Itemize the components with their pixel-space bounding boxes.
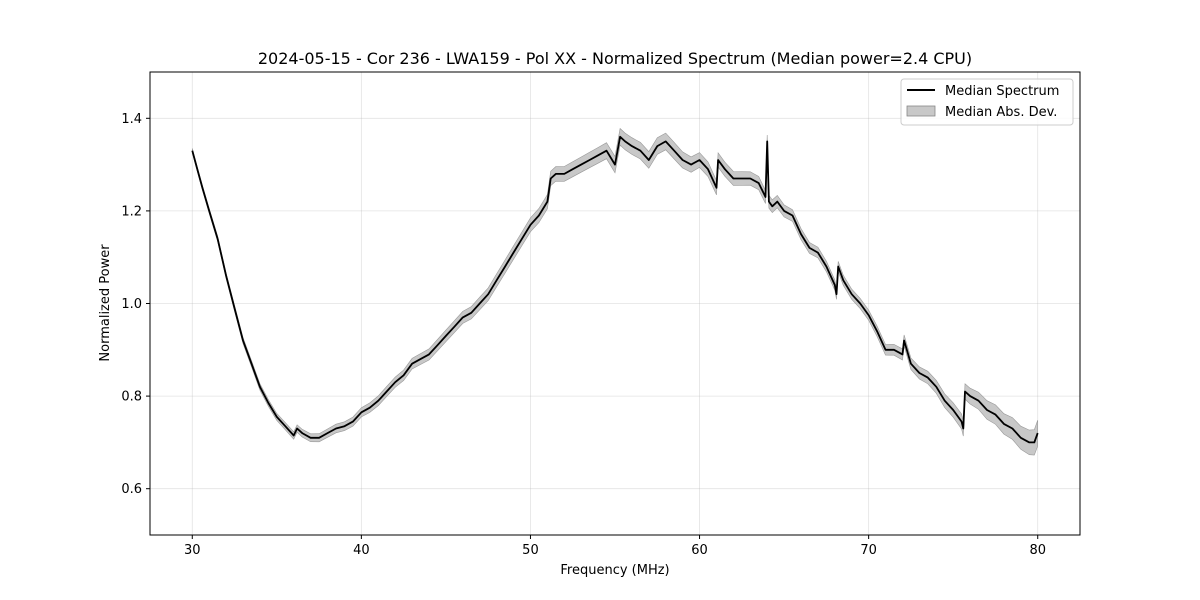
- x-tick-label: 30: [184, 543, 201, 558]
- x-axis-label: Frequency (MHz): [560, 563, 669, 578]
- y-axis-label: Normalized Power: [98, 244, 113, 362]
- legend-label-median-abs-dev: Median Abs. Dev.: [945, 105, 1057, 120]
- chart-title: 2024-05-15 - Cor 236 - LWA159 - Pol XX -…: [258, 49, 972, 68]
- y-tick-label: 1.2: [121, 204, 142, 219]
- x-tick-label: 60: [691, 543, 708, 558]
- legend: Median Spectrum Median Abs. Dev.: [900, 78, 1074, 126]
- median-spectrum-line: [191, 135, 1039, 444]
- mad-band-layer: [192, 127, 1038, 456]
- y-tick-label: 0.8: [121, 390, 142, 405]
- x-tick-label: 50: [522, 543, 539, 558]
- x-axis-ticks: 30 40 50 60 70 80: [184, 535, 1046, 558]
- x-tick-label: 40: [353, 543, 370, 558]
- legend-band-swatch: [906, 105, 936, 117]
- legend-label-median-spectrum: Median Spectrum: [945, 84, 1059, 99]
- y-axis-ticks: 0.6 0.8 1.0 1.2 1.4: [121, 112, 150, 497]
- y-tick-label: 0.6: [121, 482, 142, 497]
- x-tick-label: 70: [860, 543, 877, 558]
- median-line-layer: [191, 135, 1039, 444]
- y-tick-label: 1.0: [121, 297, 142, 312]
- x-tick-label: 80: [1029, 543, 1046, 558]
- legend-box: [900, 78, 1074, 126]
- mad-band: [192, 127, 1038, 456]
- y-tick-label: 1.4: [121, 112, 142, 127]
